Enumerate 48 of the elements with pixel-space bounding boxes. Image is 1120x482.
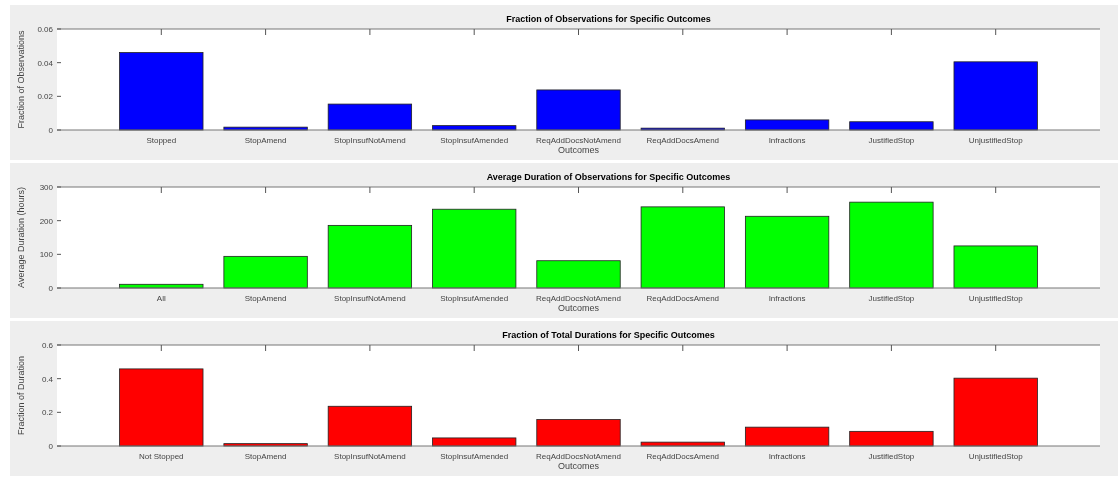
x-tick-label: UnjustifiedStop [968, 136, 1024, 145]
x-tick-label: StopAmend [244, 136, 287, 145]
y-axis-title: Fraction of Duration [16, 355, 26, 436]
x-tick-label: StopInsufNotAmend [334, 452, 406, 461]
chart-title: Fraction of Total Durations for Specific Outcomes [502, 330, 715, 340]
y-axis-title: Average Duration (hours) [16, 187, 26, 288]
y-tick-label: 0 [48, 126, 54, 135]
chart-title: Average Duration of Observations for Specific Outcomes [486, 172, 731, 182]
x-tick-label: StopInsufAmended [440, 452, 509, 461]
x-tick-label: Not Stopped [139, 452, 184, 461]
x-tick-label: UnjustifiedStop [968, 452, 1024, 461]
y-tick-label: 100 [39, 250, 54, 260]
x-tick-label: StopInsufNotAmend [334, 294, 406, 303]
y-axis-title: Fraction of Observations [16, 29, 26, 129]
x-axis-title: Outcomes [557, 145, 600, 155]
x-tick-label: Infractions [768, 452, 806, 461]
x-tick-label: ReqAddDocsNotAmend [536, 294, 621, 303]
y-tick-label: 200 [39, 216, 54, 226]
y-tick-label: 0.04 [37, 58, 54, 68]
x-tick-label: JustifiedStop [868, 452, 915, 461]
x-tick-label: StopInsufAmended [440, 294, 509, 303]
x-tick-label: All [156, 294, 166, 303]
chart-title: Fraction of Observations for Specific Outcomes [506, 14, 711, 24]
x-tick-label: StopInsufAmended [440, 136, 509, 145]
x-tick-label: StopInsufNotAmend [334, 136, 406, 145]
y-tick-label: 300 [39, 183, 54, 192]
x-tick-label: JustifiedStop [868, 136, 915, 145]
x-tick-label: StopAmend [244, 294, 287, 303]
y-tick-label: 0 [48, 284, 54, 293]
x-tick-label: JustifiedStop [868, 294, 915, 303]
x-tick-label: ReqAddDocsAmend [646, 452, 720, 461]
x-tick-label: ReqAddDocsAmend [646, 294, 720, 303]
x-tick-label: StopAmend [244, 452, 287, 461]
x-tick-label: ReqAddDocsAmend [646, 136, 720, 145]
x-tick-label: Infractions [768, 136, 806, 145]
y-tick-label: 0 [48, 442, 54, 451]
y-tick-label: 0.02 [37, 92, 54, 102]
y-tick-label: 0.6 [41, 341, 54, 350]
y-tick-label: 0.06 [37, 25, 54, 34]
x-tick-label: Infractions [768, 294, 806, 303]
x-axis-title: Outcomes [557, 461, 600, 471]
x-tick-label: Stopped [146, 136, 177, 145]
x-tick-label: ReqAddDocsNotAmend [536, 452, 621, 461]
x-tick-label: UnjustifiedStop [968, 294, 1024, 303]
y-tick-label: 0.4 [41, 374, 54, 384]
x-axis-title: Outcomes [557, 303, 600, 313]
y-tick-label: 0.2 [41, 408, 54, 418]
x-tick-label: ReqAddDocsNotAmend [536, 136, 621, 145]
